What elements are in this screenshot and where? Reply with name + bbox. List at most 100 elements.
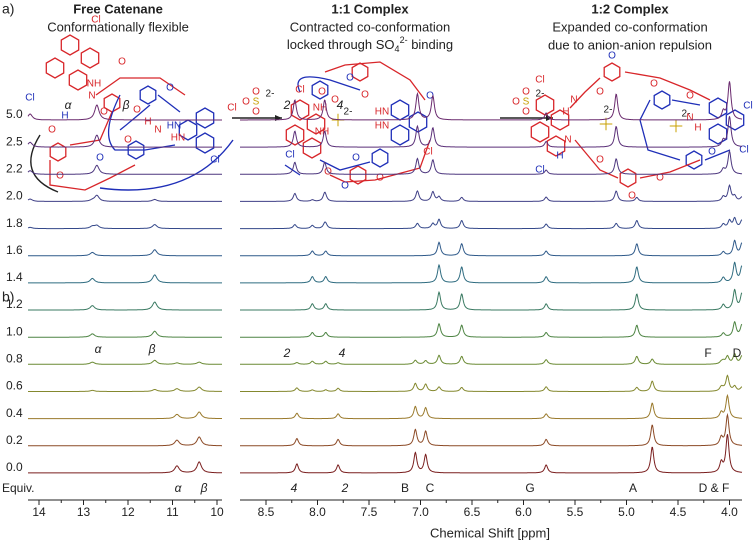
peak-label: α bbox=[175, 481, 183, 495]
atom-label: O bbox=[346, 73, 354, 84]
spectrum-trace bbox=[240, 261, 743, 284]
atom-label: Cl bbox=[739, 145, 748, 156]
atom-label: Cl bbox=[25, 93, 34, 104]
peak-label: α bbox=[65, 98, 73, 112]
atom-label: Cl bbox=[535, 75, 544, 86]
spectrum-trace bbox=[28, 274, 222, 284]
superscript: 2- bbox=[400, 35, 408, 45]
atom-label: O bbox=[426, 91, 434, 102]
equiv-label: 1.8 bbox=[6, 216, 23, 230]
atom-label: Cl bbox=[210, 155, 219, 166]
ring bbox=[530, 121, 550, 143]
equiv-label: 0.4 bbox=[6, 406, 23, 420]
ring bbox=[603, 62, 621, 82]
atom-label: Cl bbox=[295, 85, 304, 96]
atom-label: O bbox=[512, 97, 520, 108]
tick-label: 10 bbox=[210, 505, 224, 519]
atom-label: O bbox=[352, 153, 360, 164]
spectrum-trace bbox=[240, 352, 743, 365]
spectrum-trace bbox=[27, 194, 222, 202]
atom-label: O bbox=[118, 57, 126, 68]
spectrum-trace bbox=[240, 393, 742, 420]
atom-label: H bbox=[144, 117, 151, 128]
structure-subtitle: due to anion-anion repulsion bbox=[548, 37, 712, 52]
atom-label: O bbox=[331, 95, 339, 106]
bond-chain bbox=[49, 77, 186, 191]
ring bbox=[351, 62, 369, 82]
spectrum-trace bbox=[28, 386, 222, 392]
atom-label: 2- bbox=[682, 109, 691, 120]
tick-label: 8.5 bbox=[258, 505, 275, 519]
peak-label: 2 bbox=[283, 98, 291, 112]
spectrum-trace bbox=[240, 216, 743, 230]
structure-title: 1:1 Complex bbox=[331, 1, 409, 16]
spectrum-trace bbox=[240, 412, 742, 447]
equiv-label: 0.8 bbox=[6, 352, 23, 366]
peak-label: 4 bbox=[291, 481, 298, 495]
tick-label: 5.0 bbox=[618, 505, 635, 519]
ring bbox=[139, 85, 157, 105]
tick-label: 6.0 bbox=[515, 505, 532, 519]
atom-label: H bbox=[694, 123, 701, 134]
ring bbox=[653, 90, 671, 110]
curved-arrow bbox=[99, 139, 234, 191]
spectrum-trace bbox=[28, 359, 222, 365]
structure-subtitle: Expanded co-conformation bbox=[552, 19, 707, 34]
atom-label: O bbox=[124, 135, 132, 146]
structure-subtitle: locked through SO42- binding bbox=[287, 35, 453, 54]
atom-label: O bbox=[242, 97, 250, 108]
spectrum-trace bbox=[240, 184, 743, 202]
atom-label: Cl bbox=[285, 150, 294, 161]
ring bbox=[349, 165, 367, 185]
tick-label: 6.5 bbox=[464, 505, 481, 519]
atom-label: O bbox=[522, 107, 530, 118]
spectrum-trace bbox=[240, 81, 743, 121]
bond-chain bbox=[108, 94, 181, 151]
equiv-label: 1.2 bbox=[6, 297, 23, 311]
atom-label: O bbox=[166, 83, 174, 94]
atom-label: O bbox=[656, 173, 664, 184]
curved-arrow bbox=[30, 134, 59, 193]
atom-label: O bbox=[596, 155, 604, 166]
spectrum-trace bbox=[28, 411, 222, 420]
peak-label: 4 bbox=[339, 346, 346, 360]
spectrum-trace bbox=[240, 374, 743, 392]
ring bbox=[195, 107, 215, 129]
atom-label: N bbox=[88, 91, 95, 102]
ring bbox=[80, 47, 100, 69]
text-run: binding bbox=[408, 37, 454, 52]
spectrum-trace bbox=[240, 116, 742, 148]
atom-label: O bbox=[252, 107, 260, 118]
peak-label: B bbox=[401, 481, 409, 495]
ring bbox=[60, 34, 80, 56]
spectrum-trace bbox=[240, 239, 743, 257]
ring bbox=[550, 109, 570, 131]
peak-label: 2 bbox=[341, 481, 349, 495]
atom-label: N bbox=[570, 95, 577, 106]
atom-label: N bbox=[564, 135, 571, 146]
tick-label: 7.0 bbox=[412, 505, 429, 519]
equiv-label: 5.0 bbox=[6, 107, 23, 121]
tick-label: 13 bbox=[77, 505, 91, 519]
atom-label: O bbox=[318, 87, 326, 98]
ring bbox=[708, 97, 728, 119]
atom-label: H bbox=[61, 111, 68, 122]
atom-label: Cl bbox=[91, 15, 100, 26]
atom-label: O bbox=[341, 181, 349, 192]
reaction-arrows bbox=[30, 115, 553, 193]
peak-label: β bbox=[200, 481, 208, 495]
spectrum-trace bbox=[240, 149, 743, 175]
atom-label: NH bbox=[313, 103, 327, 114]
peak-label: D & F bbox=[699, 481, 730, 495]
ring bbox=[390, 99, 410, 121]
panel-label: b) bbox=[2, 289, 14, 305]
atom-label: H bbox=[556, 151, 563, 162]
tick-label: 7.5 bbox=[361, 505, 378, 519]
peak-label: D bbox=[733, 346, 742, 360]
atom-label: O bbox=[686, 91, 694, 102]
atom-label: O bbox=[628, 191, 636, 202]
spectrum-trace bbox=[28, 461, 222, 474]
peak-label: C bbox=[426, 481, 435, 495]
